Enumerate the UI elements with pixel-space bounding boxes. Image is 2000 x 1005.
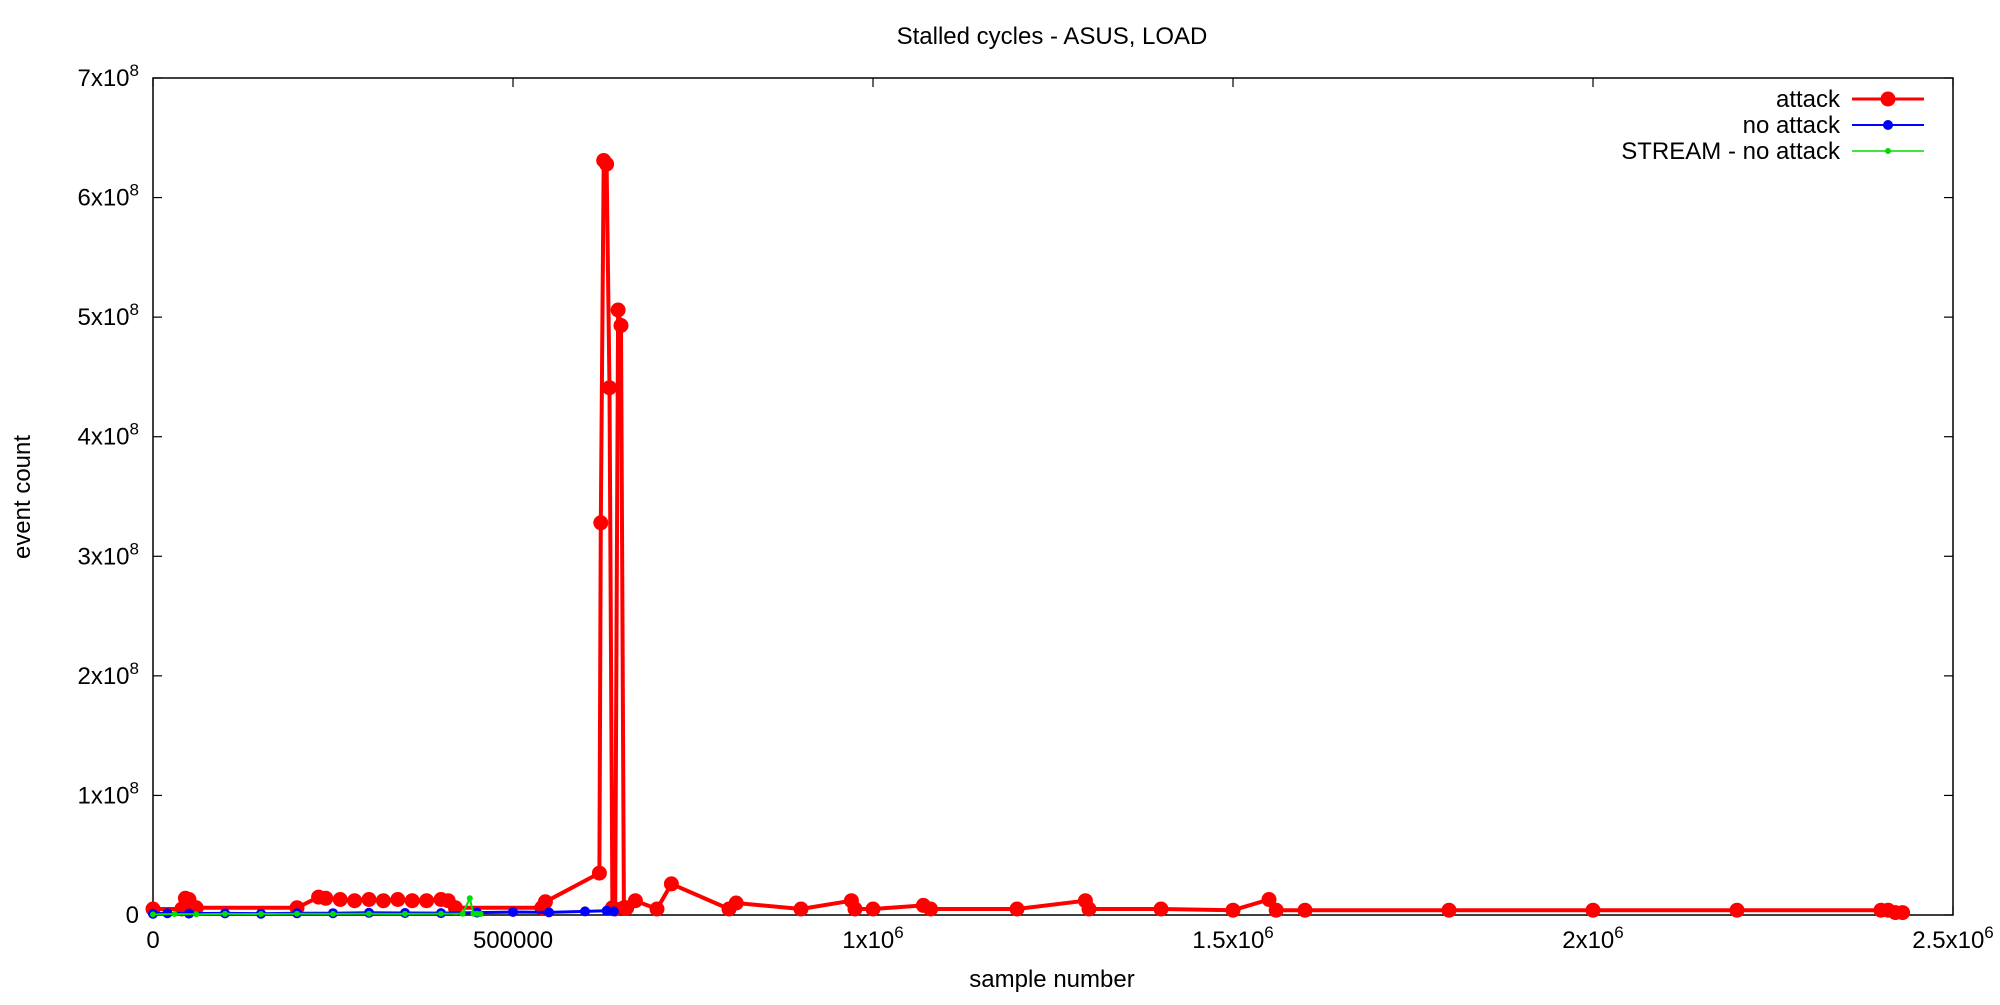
series-line: [153, 158, 1903, 915]
data-point: [1729, 902, 1745, 918]
series-attack: [145, 153, 1911, 921]
data-point: [332, 892, 348, 907]
data-point: [330, 910, 336, 917]
x-tick-label: 500000: [473, 927, 553, 954]
data-point: [419, 893, 435, 909]
data-point: [613, 318, 629, 333]
data-point: [1261, 892, 1277, 907]
x-tick-label: 1.5x106: [1192, 923, 1274, 954]
y-tick-label: 7x108: [77, 61, 139, 92]
data-point: [318, 890, 334, 906]
data-point: [1441, 902, 1457, 918]
legend-label: no attack: [1743, 112, 1841, 139]
data-point: [466, 895, 473, 902]
legend-marker: [1880, 91, 1896, 107]
data-point: [608, 906, 619, 917]
legend-marker: [1883, 120, 1893, 130]
x-axis-label: sample number: [969, 966, 1134, 993]
y-tick-label: 4x108: [77, 420, 139, 451]
data-point: [847, 901, 863, 917]
chart-title: Stalled cycles - ASUS, LOAD: [897, 23, 1208, 50]
y-tick-label: 1x108: [77, 778, 139, 809]
legend-label: attack: [1776, 86, 1841, 113]
data-point: [459, 910, 466, 917]
data-point: [1585, 902, 1601, 918]
data-point: [508, 907, 518, 917]
data-point: [1009, 901, 1025, 917]
data-point: [1297, 902, 1313, 918]
y-tick-label: 0: [126, 902, 139, 929]
plot-frame: [152, 77, 1954, 916]
data-point: [793, 901, 809, 917]
x-tick-label: 2.5x106: [1912, 923, 1994, 954]
data-point: [1153, 901, 1169, 917]
data-point: [438, 910, 444, 917]
data-point: [150, 911, 156, 918]
data-point: [610, 302, 626, 318]
legend-item: attack: [1776, 86, 1924, 113]
data-point: [593, 515, 609, 531]
data-point: [601, 905, 612, 916]
data-point: [537, 894, 553, 910]
data-point: [193, 911, 200, 918]
data-point: [663, 876, 679, 892]
x-tick-label: 0: [146, 927, 159, 954]
y-tick-label: 6x108: [77, 181, 139, 212]
data-point: [375, 893, 391, 909]
data-point: [390, 892, 406, 907]
data-point: [258, 911, 264, 917]
x-tick-label: 2x106: [1562, 923, 1624, 954]
data-point: [404, 893, 420, 909]
data-point: [477, 911, 484, 917]
data-point: [294, 910, 300, 917]
data-point: [591, 865, 607, 881]
data-point: [580, 906, 590, 917]
data-point: [649, 901, 665, 917]
data-point: [1895, 905, 1911, 921]
data-point: [1081, 901, 1097, 917]
legend-label: STREAM - no attack: [1621, 138, 1841, 165]
data-point: [602, 380, 617, 396]
x-tick-label: 1x106: [842, 923, 904, 954]
y-tick-label: 5x108: [77, 300, 139, 331]
data-point: [627, 893, 643, 909]
series-stream-no-attack: [150, 895, 484, 918]
legend-item: no attack: [1743, 112, 1924, 139]
data-point: [171, 911, 178, 917]
y-axis-label: event count: [9, 435, 36, 559]
data-point: [1268, 902, 1284, 918]
data-point: [1225, 902, 1241, 918]
legend-marker: [1885, 148, 1891, 154]
y-axis: 0 1x108 2x108 3x108 4x108 5x108 6x108 7x108: [77, 61, 1953, 929]
data-point: [366, 910, 372, 917]
data-point: [923, 901, 939, 917]
data-point: [361, 892, 377, 907]
y-tick-label: 2x108: [77, 659, 139, 690]
data-point: [402, 910, 408, 917]
x-axis: 0 500000 1x106 1.5x106 2x106 2.5x106: [146, 78, 1994, 954]
data-point: [222, 910, 228, 917]
data-point: [865, 901, 881, 917]
series-layer: [145, 153, 1911, 921]
data-point: [347, 893, 363, 909]
data-point: [544, 907, 554, 918]
legend-item: STREAM - no attack: [1621, 138, 1924, 165]
y-tick-label: 3x108: [77, 539, 139, 570]
data-point: [728, 895, 744, 911]
data-point: [599, 156, 615, 172]
